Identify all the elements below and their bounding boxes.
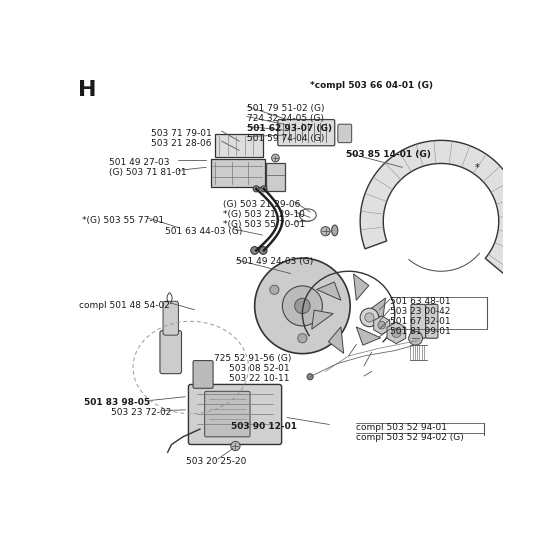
FancyBboxPatch shape (411, 304, 426, 338)
Circle shape (326, 285, 335, 295)
Text: compl 503 52 94-01: compl 503 52 94-01 (356, 423, 447, 432)
Ellipse shape (332, 225, 338, 236)
Polygon shape (316, 282, 341, 300)
Text: *(G) 503 55 77-01: *(G) 503 55 77-01 (82, 216, 164, 225)
FancyBboxPatch shape (426, 304, 438, 338)
Text: 501 59 74-04 (G): 501 59 74-04 (G) (247, 134, 324, 143)
Text: *: * (475, 164, 479, 174)
Polygon shape (360, 141, 522, 273)
FancyBboxPatch shape (188, 384, 282, 445)
Circle shape (231, 441, 240, 451)
Text: 725 52 91-56 (G): 725 52 91-56 (G) (214, 354, 291, 363)
Text: 501 49 24-03 (G): 501 49 24-03 (G) (236, 258, 314, 267)
FancyBboxPatch shape (204, 391, 250, 437)
FancyBboxPatch shape (278, 119, 335, 146)
Circle shape (282, 286, 323, 326)
Text: 503 85 14-01 (G): 503 85 14-01 (G) (346, 150, 431, 160)
FancyBboxPatch shape (160, 330, 181, 374)
Text: compl 501 48 54-02: compl 501 48 54-02 (79, 301, 170, 310)
Circle shape (391, 328, 401, 338)
Text: 501 83 98-05: 501 83 98-05 (85, 398, 151, 407)
Circle shape (259, 246, 267, 254)
Text: 501 81 99-01: 501 81 99-01 (390, 326, 451, 335)
Text: 503 23 00-42: 503 23 00-42 (390, 307, 451, 316)
Circle shape (251, 246, 259, 254)
Text: (G) 503 21 29-06: (G) 503 21 29-06 (223, 199, 301, 209)
Text: (G) 503 71 81-01: (G) 503 71 81-01 (109, 168, 186, 177)
Text: 503 90 12-01: 503 90 12-01 (231, 422, 297, 431)
Circle shape (307, 374, 313, 380)
Text: 501 79 51-02 (G): 501 79 51-02 (G) (247, 104, 324, 113)
FancyBboxPatch shape (211, 159, 265, 186)
FancyBboxPatch shape (216, 134, 263, 157)
Polygon shape (353, 274, 369, 300)
Text: 501 67 32-01: 501 67 32-01 (390, 316, 451, 326)
Circle shape (253, 186, 259, 192)
FancyBboxPatch shape (338, 124, 352, 143)
Text: *(G) 503 55 70-01: *(G) 503 55 70-01 (223, 220, 305, 228)
Text: 503 71 79-01: 503 71 79-01 (151, 129, 212, 138)
Circle shape (261, 186, 267, 192)
Circle shape (255, 258, 350, 354)
Circle shape (270, 285, 279, 295)
Text: 501 49 27-03: 501 49 27-03 (109, 158, 170, 167)
Text: 724 32 24-05 (G): 724 32 24-05 (G) (247, 114, 324, 123)
Text: H: H (77, 80, 96, 100)
FancyBboxPatch shape (266, 162, 284, 191)
Polygon shape (364, 298, 385, 317)
Circle shape (272, 154, 279, 162)
Text: 503 22 10-11: 503 22 10-11 (229, 374, 290, 382)
Circle shape (298, 334, 307, 343)
Text: 503 21 28-06: 503 21 28-06 (151, 139, 211, 148)
Polygon shape (312, 310, 333, 329)
Circle shape (295, 298, 310, 314)
FancyBboxPatch shape (163, 301, 179, 335)
Text: 503 20 25-20: 503 20 25-20 (186, 457, 246, 466)
Polygon shape (328, 327, 344, 353)
Circle shape (365, 313, 374, 322)
Text: 503 23 72-02: 503 23 72-02 (111, 408, 171, 417)
Circle shape (378, 321, 385, 329)
Text: *(G) 503 21 29-10: *(G) 503 21 29-10 (223, 209, 305, 218)
Text: 503 08 52-01: 503 08 52-01 (229, 363, 290, 372)
Text: *compl 503 66 04-01 (G): *compl 503 66 04-01 (G) (310, 81, 433, 90)
Circle shape (360, 308, 379, 326)
Text: compl 503 52 94-02 (G): compl 503 52 94-02 (G) (356, 433, 464, 442)
FancyBboxPatch shape (193, 361, 213, 388)
Text: 501 62 93-07 (G): 501 62 93-07 (G) (247, 124, 332, 133)
Text: 501 63 44-03 (G): 501 63 44-03 (G) (165, 227, 242, 236)
Text: 501 63 48-01: 501 63 48-01 (390, 297, 451, 306)
Circle shape (409, 332, 422, 345)
Circle shape (321, 227, 330, 236)
Polygon shape (356, 327, 381, 345)
